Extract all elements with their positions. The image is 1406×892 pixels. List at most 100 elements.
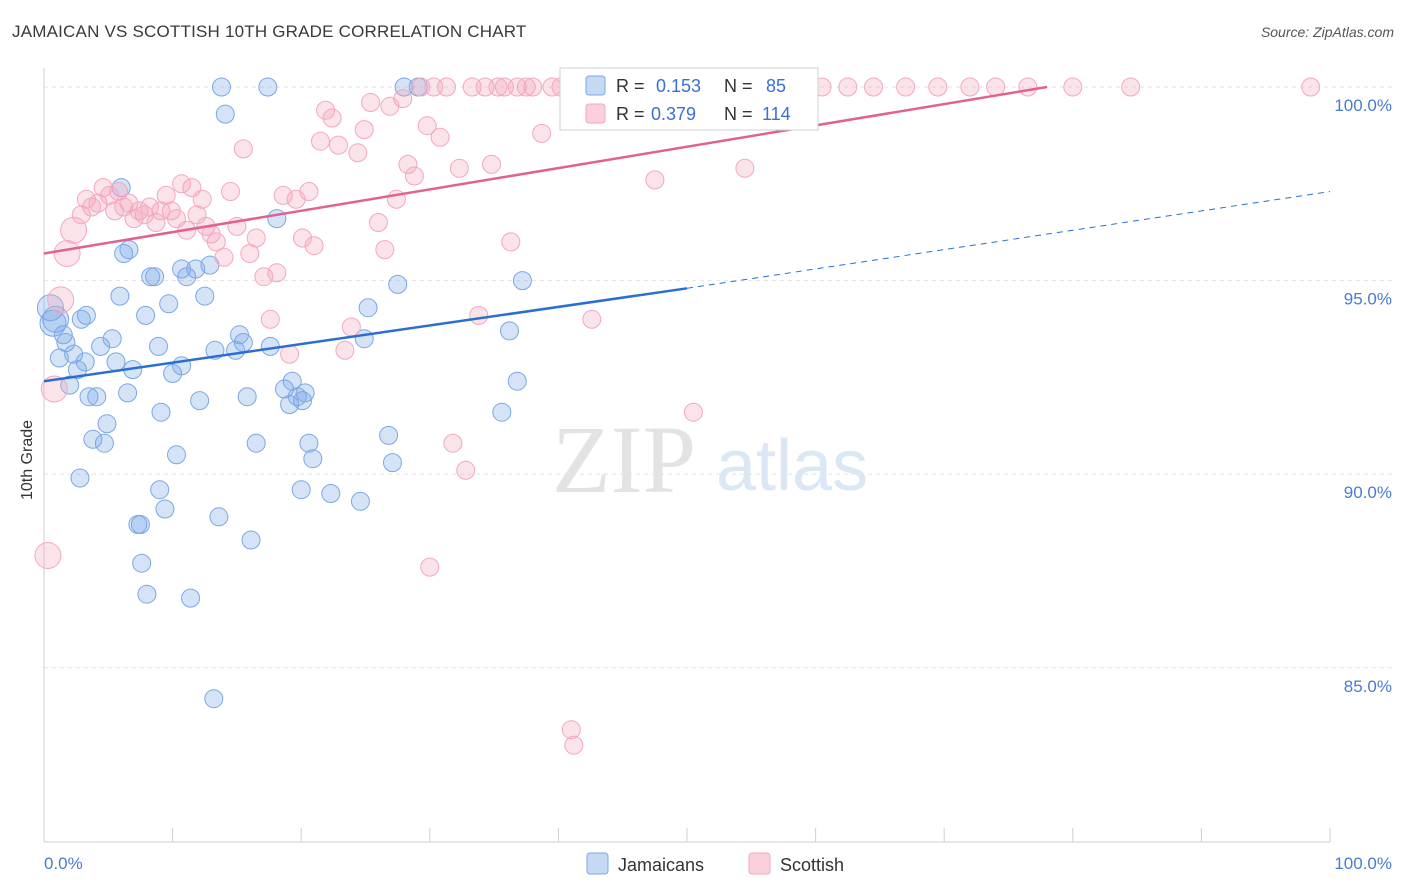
jamaicans-point: [512, 271, 532, 291]
scottish-point: [516, 77, 536, 97]
scottish-point: [156, 185, 176, 205]
jamaicans-point: [204, 689, 224, 709]
jamaicans-point: [159, 294, 179, 314]
jamaicans-point: [293, 391, 312, 411]
scottish-point: [398, 154, 418, 174]
scottish-point: [375, 240, 395, 260]
jamaicans-point: [237, 387, 257, 407]
scottish-point: [683, 402, 703, 422]
jamaicans-point: [167, 445, 186, 465]
jamaicans-point: [267, 209, 287, 229]
scottish-point: [420, 557, 440, 577]
jamaicans-point: [137, 584, 157, 604]
jamaicans-point: [303, 449, 323, 469]
jamaicans-point: [130, 515, 150, 534]
scottish-point: [960, 77, 980, 97]
jamaicans-point: [209, 507, 229, 527]
scottish-point: [129, 201, 149, 221]
scottish-point: [1301, 77, 1321, 97]
grid-lines: [43, 86, 1392, 842]
bottom-legend-swatch-jamaicans: [586, 852, 609, 875]
x-tick-label: 0.0%: [44, 854, 83, 873]
series-scottish-points: [34, 77, 1321, 755]
jamaicans-point: [350, 491, 370, 511]
jamaicans-point: [172, 259, 192, 279]
legend-n-label-2: N =: [724, 104, 753, 124]
y-tick-label: 100.0%: [1334, 96, 1392, 115]
jamaicans-point: [280, 395, 300, 414]
scottish-point: [501, 232, 521, 252]
jamaicans-point: [75, 352, 95, 372]
scottish-point: [273, 185, 293, 205]
jamaicans-point: [87, 387, 107, 407]
scottish-point: [311, 131, 330, 151]
jamaicans-point: [282, 371, 302, 391]
jamaicans-point: [186, 259, 206, 279]
legend-swatch-scottish: [585, 103, 606, 124]
legend-n-label-1: N =: [724, 76, 753, 96]
legend-n-value-2: 114: [762, 104, 791, 124]
scottish-point: [254, 267, 274, 287]
scottish-point: [361, 93, 381, 112]
scottish-point: [304, 236, 324, 256]
x-tick-label: 100.0%: [1334, 854, 1392, 873]
stats-legend: R = 0.153 N = 85 R = 0.379 N = 114: [559, 67, 819, 131]
jamaicans-point: [76, 305, 96, 325]
scottish-point: [462, 77, 482, 97]
legend-r-value-1: 0.153: [656, 76, 701, 96]
jamaicans-point: [151, 402, 171, 422]
jamaicans-point: [379, 425, 399, 445]
jamaicans-point: [299, 433, 319, 453]
scottish-point: [260, 309, 280, 329]
scottish-point: [393, 89, 413, 109]
scottish-point: [449, 158, 469, 178]
jamaicans-point: [64, 344, 84, 364]
scottish-point: [838, 77, 858, 97]
jamaicans-point: [295, 383, 315, 403]
scottish-point: [1063, 77, 1083, 97]
scottish-point: [411, 77, 431, 97]
jamaicans-point: [500, 321, 519, 341]
jamaicans-point: [215, 104, 235, 124]
bottom-legend-label-scottish: Scottish: [780, 855, 844, 875]
jamaicans-point: [91, 336, 111, 356]
jamaicans-point: [56, 333, 76, 352]
jamaicans-point: [388, 274, 408, 294]
scottish-point: [335, 340, 355, 360]
watermark-atlas: atlas: [716, 426, 868, 506]
bottom-legend-label-jamaicans: Jamaicans: [618, 855, 704, 875]
scottish-point: [233, 139, 253, 159]
scottish-point: [475, 77, 495, 97]
jamaicans-point: [507, 371, 527, 391]
y-tick-label: 90.0%: [1344, 483, 1392, 502]
scottish-point: [645, 170, 665, 190]
axes: [43, 68, 1330, 843]
watermark: ZIP atlas: [552, 406, 868, 513]
legend-r-label-1: R =: [616, 76, 645, 96]
jamaicans-point: [149, 336, 168, 356]
scottish-point: [267, 263, 287, 283]
scottish-point: [299, 182, 319, 201]
chart-title: JAMAICAN VS SCOTTISH 10TH GRADE CORRELAT…: [12, 22, 527, 41]
scottish-point: [316, 100, 336, 120]
scottish-point: [368, 213, 388, 232]
jamaicans-point: [241, 530, 261, 550]
jamaicans-point: [492, 402, 512, 422]
scottish-point: [456, 460, 476, 480]
y-tick-label: 85.0%: [1344, 677, 1392, 696]
jamaicans-point: [321, 484, 341, 503]
scottish-point: [561, 720, 581, 740]
jamaicans-point: [79, 387, 99, 407]
scottish-point: [151, 201, 171, 221]
scottish-point: [1018, 77, 1038, 97]
scottish-point: [523, 77, 543, 97]
scottish-point: [341, 317, 361, 337]
series-legend: Jamaicans Scottish: [586, 852, 844, 875]
jamaicans-point: [291, 480, 311, 500]
scottish-point: [100, 185, 120, 205]
bottom-legend-swatch-scottish: [748, 852, 771, 875]
y-tick-label: 95.0%: [1344, 290, 1392, 309]
jamaicans-point: [246, 433, 266, 453]
jamaicans-point: [212, 77, 231, 97]
scottish-point: [404, 166, 424, 186]
